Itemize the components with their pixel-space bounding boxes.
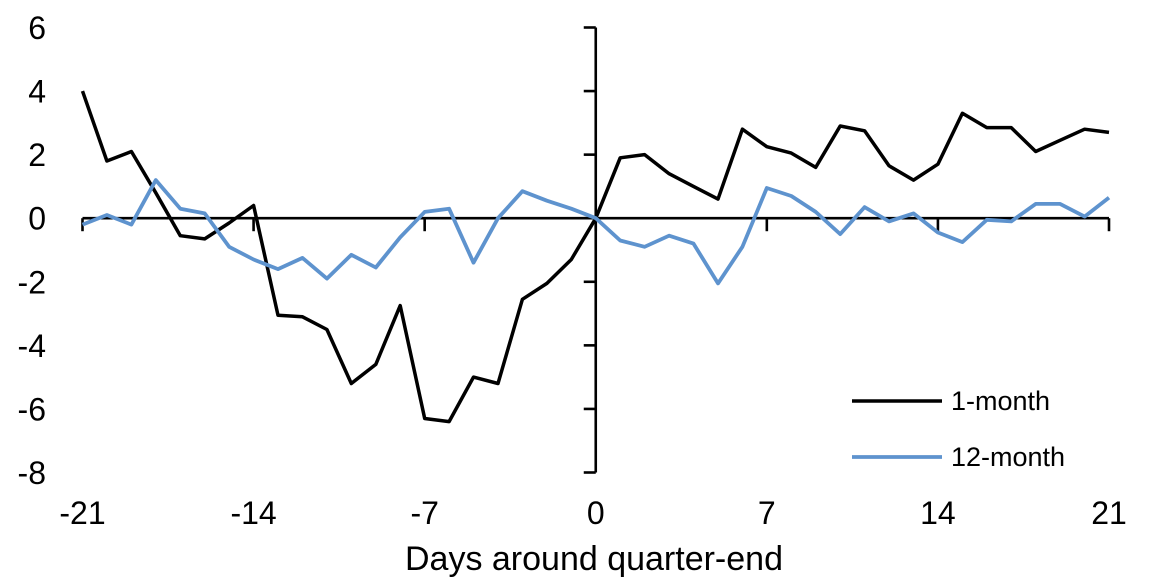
legend-label-12-month: 12-month	[951, 442, 1065, 472]
y-tick-label: -4	[18, 328, 46, 364]
x-tick-label: 14	[920, 495, 956, 531]
x-tick-label: 21	[1091, 495, 1127, 531]
x-tick-label: 0	[587, 495, 605, 531]
y-tick-label: 6	[28, 10, 46, 46]
y-tick-label: 2	[28, 137, 46, 173]
legend-item-12-month: 12-month	[852, 442, 1065, 472]
series-line-12-month	[81, 178, 1111, 286]
y-tick-label: 0	[28, 201, 46, 237]
y-tick-label: -8	[18, 455, 46, 491]
y-tick-label: -6	[18, 391, 46, 427]
x-tick-label: -14	[230, 495, 276, 531]
x-tick-label: 7	[758, 495, 776, 531]
y-tick-label: 4	[28, 74, 46, 110]
x-tick-label: -7	[410, 495, 438, 531]
x-axis-title: Days around quarter-end	[405, 540, 783, 578]
legend-item-1-month: 1-month	[852, 386, 1050, 416]
legend: 1-month 12-month	[852, 386, 1065, 472]
legend-label-1-month: 1-month	[951, 386, 1050, 416]
y-tick-label: -2	[18, 264, 46, 300]
x-tick-label: -21	[59, 495, 105, 531]
